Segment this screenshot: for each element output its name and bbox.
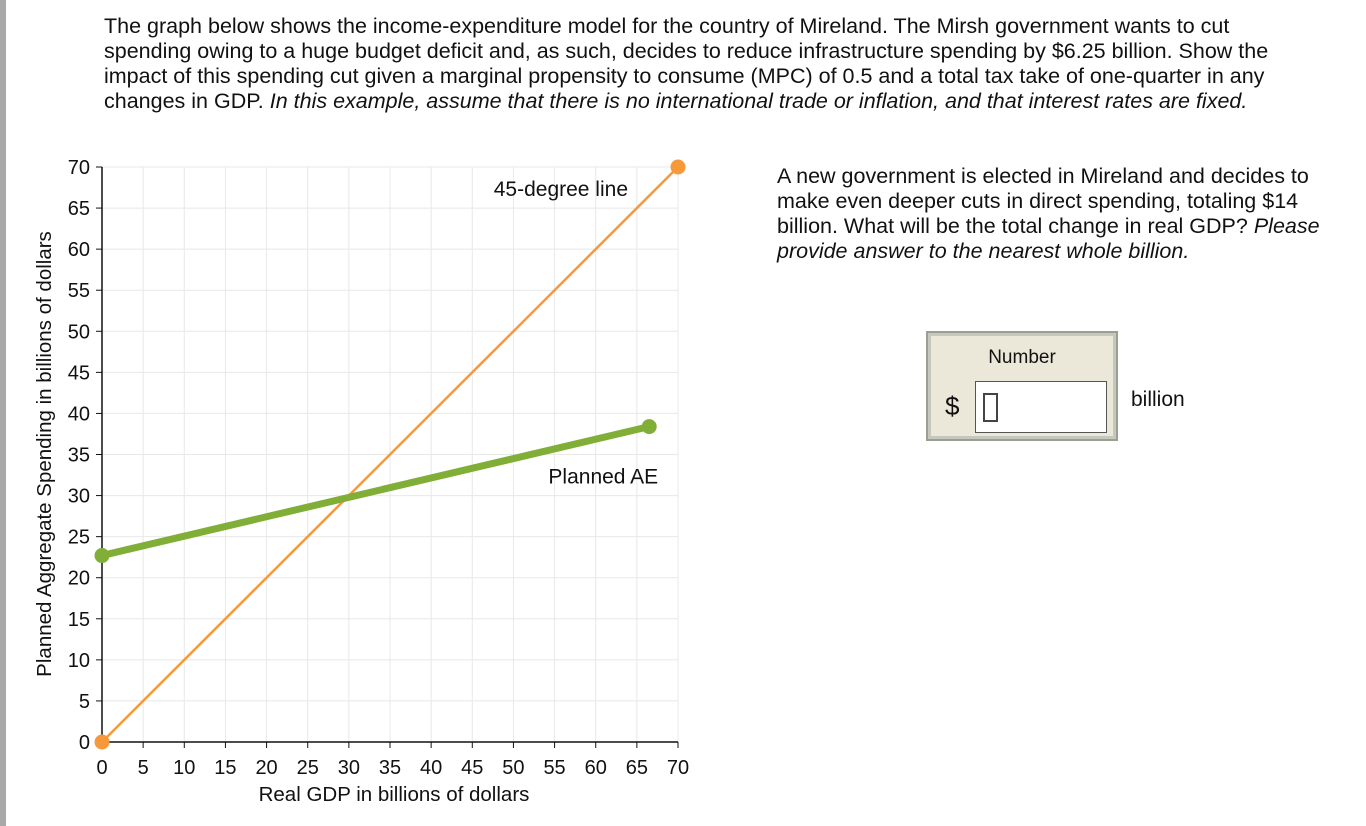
x-tick-label: 5 — [138, 757, 149, 779]
x-tick-label: 25 — [297, 757, 319, 779]
x-tick-label: 55 — [543, 757, 565, 779]
y-tick-label: 20 — [68, 568, 90, 590]
income-expenditure-chart: 0 5 10 15 20 25 30 35 40 45 50 55 60 65 70 0 5 10 15 20 25 30… — [33, 157, 689, 806]
x-tick-label: 45 — [461, 757, 483, 779]
45-degree-line-start-point[interactable] — [94, 734, 110, 750]
unit-label: billion — [1131, 388, 1185, 411]
question-paragraph: A new government is elected in Mireland … — [777, 164, 1357, 264]
y-tick-label: 5 — [79, 691, 90, 713]
answer-type-label: Number — [988, 347, 1056, 368]
planned-ae-series-line[interactable] — [98, 423, 653, 560]
x-tick-label: 60 — [585, 757, 607, 779]
y-tick-label: 0 — [79, 732, 90, 754]
answer-panel: Number $ — [926, 331, 1118, 441]
y-tick-label: 45 — [68, 362, 90, 384]
tick-labels: 0 5 10 15 20 25 30 35 40 45 50 55 60 65 70 0 5 10 15 20 25 30… — [68, 157, 689, 779]
x-tick-label: 40 — [420, 757, 442, 779]
y-tick-label: 40 — [68, 403, 90, 425]
y-tick-label: 50 — [68, 321, 90, 343]
y-axis-title: Planned Aggregate Spending in billions o… — [33, 231, 56, 677]
x-tick-label: 10 — [173, 757, 195, 779]
axes — [96, 166, 679, 748]
x-tick-label: 50 — [502, 757, 524, 779]
y-tick-label: 70 — [68, 157, 90, 179]
answer-input[interactable] — [975, 381, 1107, 433]
y-tick-label: 60 — [68, 239, 90, 261]
x-tick-label: 20 — [255, 757, 277, 779]
intro-paragraph: The graph below shows the income-expendi… — [104, 14, 1314, 114]
x-tick-label: 15 — [214, 757, 236, 779]
left-rail — [0, 0, 6, 826]
y-tick-label: 25 — [68, 527, 90, 549]
series-labels: 45-degree line Planned AE — [494, 178, 658, 489]
x-tick-label: 0 — [96, 757, 107, 779]
45-degree-line-end-point[interactable] — [670, 159, 686, 175]
planned-ae-label: Planned AE — [548, 466, 658, 489]
y-tick-label: 35 — [68, 445, 90, 467]
x-tick-label: 65 — [626, 757, 648, 779]
intro-text: The graph below shows the income-expendi… — [104, 14, 1269, 113]
y-tick-label: 55 — [68, 280, 90, 302]
question-emphasis: Please provide answer to the nearest who… — [777, 214, 1320, 263]
grid — [102, 166, 679, 742]
x-tick-label: 30 — [338, 757, 360, 779]
x-tick-label: 35 — [379, 757, 401, 779]
question-text: A new government is elected in Mireland … — [777, 164, 1309, 238]
45-degree-line-series-line[interactable] — [100, 165, 680, 744]
y-tick-label: 10 — [68, 650, 90, 672]
planned-ae-start-point[interactable] — [94, 548, 110, 564]
x-axis-title: Real GDP in billions of dollars — [259, 783, 530, 806]
y-tick-label: 15 — [68, 609, 90, 631]
y-tick-label: 30 — [68, 486, 90, 508]
currency-symbol: $ — [945, 391, 960, 421]
y-tick-label: 65 — [68, 198, 90, 220]
series — [94, 159, 686, 750]
intro-emphasis: In this example, assume that there is no… — [269, 89, 1248, 113]
x-tick-label: 70 — [667, 757, 689, 779]
forty-five-degree-label: 45-degree line — [494, 178, 628, 201]
planned-ae-end-point[interactable] — [641, 419, 657, 435]
